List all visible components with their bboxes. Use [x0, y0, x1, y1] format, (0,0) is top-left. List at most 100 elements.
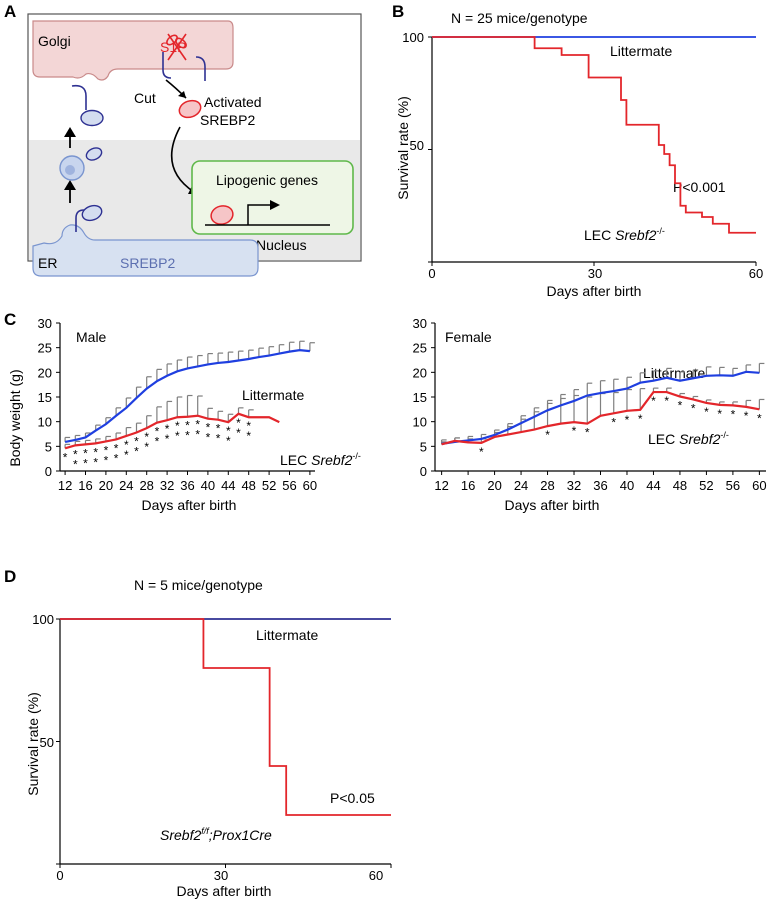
panel-a-label: A — [4, 2, 16, 21]
golgi-srebp2-stalk — [71, 84, 87, 110]
c-male-star-14: * — [73, 447, 78, 461]
c-male-star-28: * — [144, 430, 149, 444]
d-xtick-60: 60 — [369, 868, 383, 883]
up-arrowhead-1 — [64, 180, 76, 190]
panel-a: A Golgi S1P Cut Activated SREBP2 Lipogen… — [4, 2, 362, 277]
c-male-star-20: * — [104, 443, 109, 457]
c-female-xlabel: Days after birth — [505, 497, 600, 513]
c-male-star-44: * — [226, 424, 231, 438]
c-female-star-44: * — [651, 394, 656, 408]
d-ko-label: Srebf2f/f;Prox1Cre — [160, 826, 272, 843]
vesicle-srebp2-shape — [85, 147, 103, 161]
panel-b-annotation: N = 25 mice/genotype — [451, 10, 588, 26]
c-male-star-38: * — [195, 418, 200, 432]
c-male-xtick-52: 52 — [262, 478, 276, 493]
cut-label: Cut — [134, 90, 156, 106]
c-male-series-line-0 — [64, 349, 311, 443]
golgi-label: Golgi — [38, 33, 71, 49]
c-male-xtick-56: 56 — [282, 478, 296, 493]
c-female-star-60: * — [757, 411, 762, 425]
d-littermate-label: Littermate — [256, 627, 318, 643]
c-male-annotation: Male — [76, 329, 107, 345]
c-female-star-58: * — [744, 409, 749, 423]
b-xtick-60: 60 — [749, 266, 763, 281]
c-female-xtick-36: 36 — [593, 478, 607, 493]
d-xtick-30: 30 — [214, 868, 228, 883]
c-male-xtick-16: 16 — [78, 478, 92, 493]
c-female-xtick-48: 48 — [673, 478, 687, 493]
c-male-ko-label: LEC Srebf2-/- — [280, 451, 361, 468]
c-female-star-56: * — [731, 407, 736, 421]
c-female-series-line-0 — [441, 370, 760, 445]
c-male-star-48: * — [246, 419, 251, 433]
c-female-ytick-20: 20 — [413, 365, 427, 380]
c-female-littermate-label: Littermate — [643, 365, 705, 381]
c-female-star-40: * — [625, 413, 630, 427]
d-xtick-0: 0 — [56, 868, 63, 883]
c-male-xtick-32: 32 — [160, 478, 174, 493]
c-male-star-40: * — [206, 421, 211, 435]
c-male-star2-34: * — [175, 429, 180, 443]
promoter-arrow — [247, 204, 272, 225]
c-male-ytick-25: 25 — [38, 341, 52, 356]
c-male-star-32: * — [165, 422, 170, 436]
c-male-star2-22: * — [114, 451, 119, 465]
c-male-star2-48: * — [246, 429, 251, 443]
c-male-star2-30: * — [155, 435, 160, 449]
c-male-star2-24: * — [124, 448, 129, 462]
c-male-xtick-44: 44 — [221, 478, 235, 493]
b-xlabel: Days after birth — [547, 283, 642, 299]
c-male-xtick-24: 24 — [119, 478, 133, 493]
srebp2-label: SREBP2 — [120, 255, 175, 271]
c-male-xtick-12: 12 — [58, 478, 72, 493]
er-srebp2-stalk — [75, 209, 85, 232]
panel-b: B N = 25 mice/genotype 100 50 0 30 60 Da… — [392, 2, 763, 299]
b-ylabel: Survival rate (%) — [395, 96, 411, 199]
c-male-star2-36: * — [185, 429, 190, 443]
er-srebp2-shape — [81, 204, 103, 222]
c-female-ytick-15: 15 — [413, 390, 427, 405]
c-female-star-50: * — [691, 401, 696, 415]
up-arrowhead-2 — [64, 127, 76, 137]
c-male-ytick-10: 10 — [38, 415, 52, 430]
c-female-star-32: * — [572, 424, 577, 438]
d-series-line-1 — [60, 618, 391, 816]
panel-c-label: C — [4, 310, 16, 329]
srebp2-fragment-right — [195, 56, 206, 81]
c-male-star2-32: * — [165, 432, 170, 446]
to-nucleus-arrow — [170, 126, 195, 193]
b-ko-label: LEC Srebf2-/- — [584, 226, 665, 243]
c-female-xtick-60: 60 — [752, 478, 766, 493]
c-female-xtick-28: 28 — [540, 478, 554, 493]
c-male-star2-28: * — [144, 440, 149, 454]
c-male-xtick-40: 40 — [201, 478, 215, 493]
b-xtick-30: 30 — [588, 266, 602, 281]
panel-b-label: B — [392, 2, 404, 21]
panel-d: D N = 5 mice/genotype 100 50 0 30 60 Day… — [4, 567, 392, 899]
c-male-ytick-15: 15 — [38, 390, 52, 405]
c-female-star-48: * — [678, 399, 683, 413]
c-male-star2-16: * — [83, 456, 88, 470]
b-ytick-50: 50 — [410, 138, 424, 153]
srebp2-fragment-left — [162, 52, 172, 79]
c-male-star2-20: * — [104, 453, 109, 467]
c-female-ytick-5: 5 — [420, 439, 427, 454]
c-female-star-34: * — [585, 426, 590, 440]
golgi-srebp2-shape — [80, 109, 104, 127]
c-male-xtick-60: 60 — [303, 478, 317, 493]
golgi-compartment — [32, 20, 234, 81]
c-male-star2-26: * — [134, 445, 139, 459]
c-female-xtick-16: 16 — [461, 478, 475, 493]
c-male-star-12: * — [63, 450, 68, 464]
c-female-ytick-30: 30 — [413, 316, 427, 331]
c-male-star2-44: * — [226, 434, 231, 448]
c-female-ko-label: LEC Srebf2-/- — [648, 430, 729, 447]
panel-d-label: D — [4, 567, 16, 586]
activated-srebp2-shape — [178, 99, 202, 119]
panel-c: C Male Female Body weight (g) Days after… — [4, 310, 767, 513]
c-male-ytick-30: 30 — [38, 316, 52, 331]
b-pvalue: P<0.001 — [673, 179, 726, 195]
c-male-littermate-label: Littermate — [242, 387, 304, 403]
c-female-xtick-56: 56 — [726, 478, 740, 493]
c-female-xtick-24: 24 — [514, 478, 528, 493]
